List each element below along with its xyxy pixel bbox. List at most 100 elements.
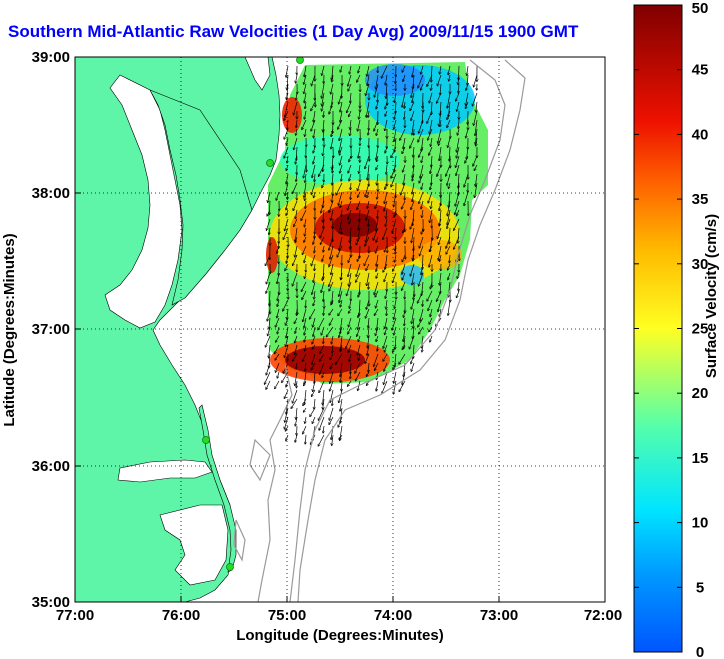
velocity-arrow xyxy=(467,74,468,85)
velocity-arrow xyxy=(367,200,370,208)
velocity-arrow xyxy=(319,353,325,361)
velocity-arrow xyxy=(373,227,379,240)
velocity-arrow xyxy=(313,146,316,153)
velocity-arrow xyxy=(329,308,334,315)
velocity-arrow xyxy=(357,182,361,190)
velocity-arrow xyxy=(301,281,307,291)
velocity-arrow xyxy=(466,101,469,108)
velocity-arrow xyxy=(384,245,388,252)
velocity-arrow xyxy=(376,74,379,89)
velocity-arrow xyxy=(413,236,414,251)
velocity-arrow xyxy=(338,308,343,316)
velocity-arrow xyxy=(437,74,442,86)
velocity-arrow xyxy=(341,227,342,234)
velocity-arrow xyxy=(349,218,352,224)
velocity-arrow xyxy=(329,407,334,420)
velocity-arrow xyxy=(366,209,370,220)
velocity-arrow xyxy=(381,65,388,78)
velocity-arrow xyxy=(376,146,379,160)
velocity-arrow xyxy=(402,254,406,262)
velocity-arrow xyxy=(304,65,307,77)
southern-jet-core xyxy=(285,346,365,374)
velocity-arrow xyxy=(274,344,280,354)
velocity-arrow xyxy=(357,254,361,261)
velocity-arrow xyxy=(286,380,289,387)
velocity-arrow xyxy=(368,335,370,348)
velocity-arrow xyxy=(339,137,343,152)
velocity-arrow xyxy=(385,74,388,85)
velocity-arrow xyxy=(296,407,297,419)
velocity-arrow xyxy=(340,101,343,112)
velocity-arrow xyxy=(340,398,343,411)
velocity-arrow xyxy=(331,137,334,149)
velocity-arrow xyxy=(368,326,369,337)
velocity-arrow xyxy=(385,182,388,189)
velocity-arrow xyxy=(376,263,379,271)
velocity-arrow xyxy=(367,272,370,286)
velocity-arrow xyxy=(399,353,406,364)
velocity-arrow xyxy=(412,119,415,135)
velocity-arrow xyxy=(303,425,307,434)
velocity-vectors xyxy=(265,65,478,446)
velocity-arrow xyxy=(419,272,424,286)
velocity-arrow xyxy=(269,344,271,358)
velocity-arrow xyxy=(365,155,370,169)
velocity-arrow xyxy=(311,101,316,111)
velocity-arrow xyxy=(276,335,280,342)
velocity-arrow xyxy=(356,272,361,282)
colorbar-tick-label: 40 xyxy=(692,126,709,143)
velocity-arrow xyxy=(302,119,307,129)
velocity-arrow xyxy=(348,164,352,173)
velocity-arrow xyxy=(323,110,324,117)
velocity-arrow xyxy=(365,353,370,363)
velocity-arrow xyxy=(464,173,469,187)
velocity-arrow xyxy=(329,236,334,250)
velocity-arrow xyxy=(294,218,298,226)
velocity-arrow xyxy=(430,182,433,190)
velocity-arrow xyxy=(286,164,289,170)
y-tick-label: 36:00 xyxy=(32,458,70,475)
colorbar-label: Surface Velocity (cm/s) xyxy=(703,214,720,378)
velocity-arrow xyxy=(312,335,316,344)
velocity-arrow xyxy=(350,371,351,379)
colorbar-tick-label: 45 xyxy=(692,62,709,79)
velocity-arrow xyxy=(332,155,333,169)
velocity-arrow xyxy=(367,344,370,355)
velocity-arrow xyxy=(330,371,334,383)
velocity-arrow xyxy=(394,191,397,207)
velocity-arrow xyxy=(295,209,298,219)
velocity-arrow xyxy=(314,191,315,198)
velocity-arrow xyxy=(413,155,414,168)
velocity-arrow xyxy=(467,65,468,75)
velocity-arrow xyxy=(366,263,370,270)
velocity-arrow xyxy=(376,272,379,278)
outer-banks xyxy=(198,404,237,573)
velocity-arrow xyxy=(384,371,388,384)
velocity-arrow xyxy=(368,281,369,289)
velocity-arrow xyxy=(418,74,424,88)
velocity-arrow xyxy=(349,299,352,308)
velocity-arrow xyxy=(375,245,379,253)
velocity-arrow xyxy=(448,65,451,75)
velocity-arrow xyxy=(428,191,433,203)
velocity-arrow xyxy=(340,335,343,351)
velocity-arrow xyxy=(269,290,270,306)
velocity-arrow xyxy=(323,245,324,252)
velocity-arrow xyxy=(393,362,397,369)
velocity-arrow xyxy=(331,263,334,274)
velocity-arrow xyxy=(365,308,370,318)
velocity-arrow xyxy=(275,380,280,389)
velocity-arrow xyxy=(384,191,388,203)
velocity-arrow xyxy=(286,92,289,99)
velocity-arrow xyxy=(402,371,406,385)
velocity-arrow xyxy=(266,281,271,293)
velocity-arrow xyxy=(410,263,415,276)
colorbar xyxy=(633,4,683,653)
velocity-arrow xyxy=(314,290,315,299)
velocity-arrow xyxy=(395,254,396,262)
velocity-arrow xyxy=(349,173,352,181)
station-marker xyxy=(296,57,304,64)
velocity-arrow xyxy=(357,200,361,210)
velocity-arrow xyxy=(329,254,334,267)
velocity-arrow xyxy=(359,110,360,119)
